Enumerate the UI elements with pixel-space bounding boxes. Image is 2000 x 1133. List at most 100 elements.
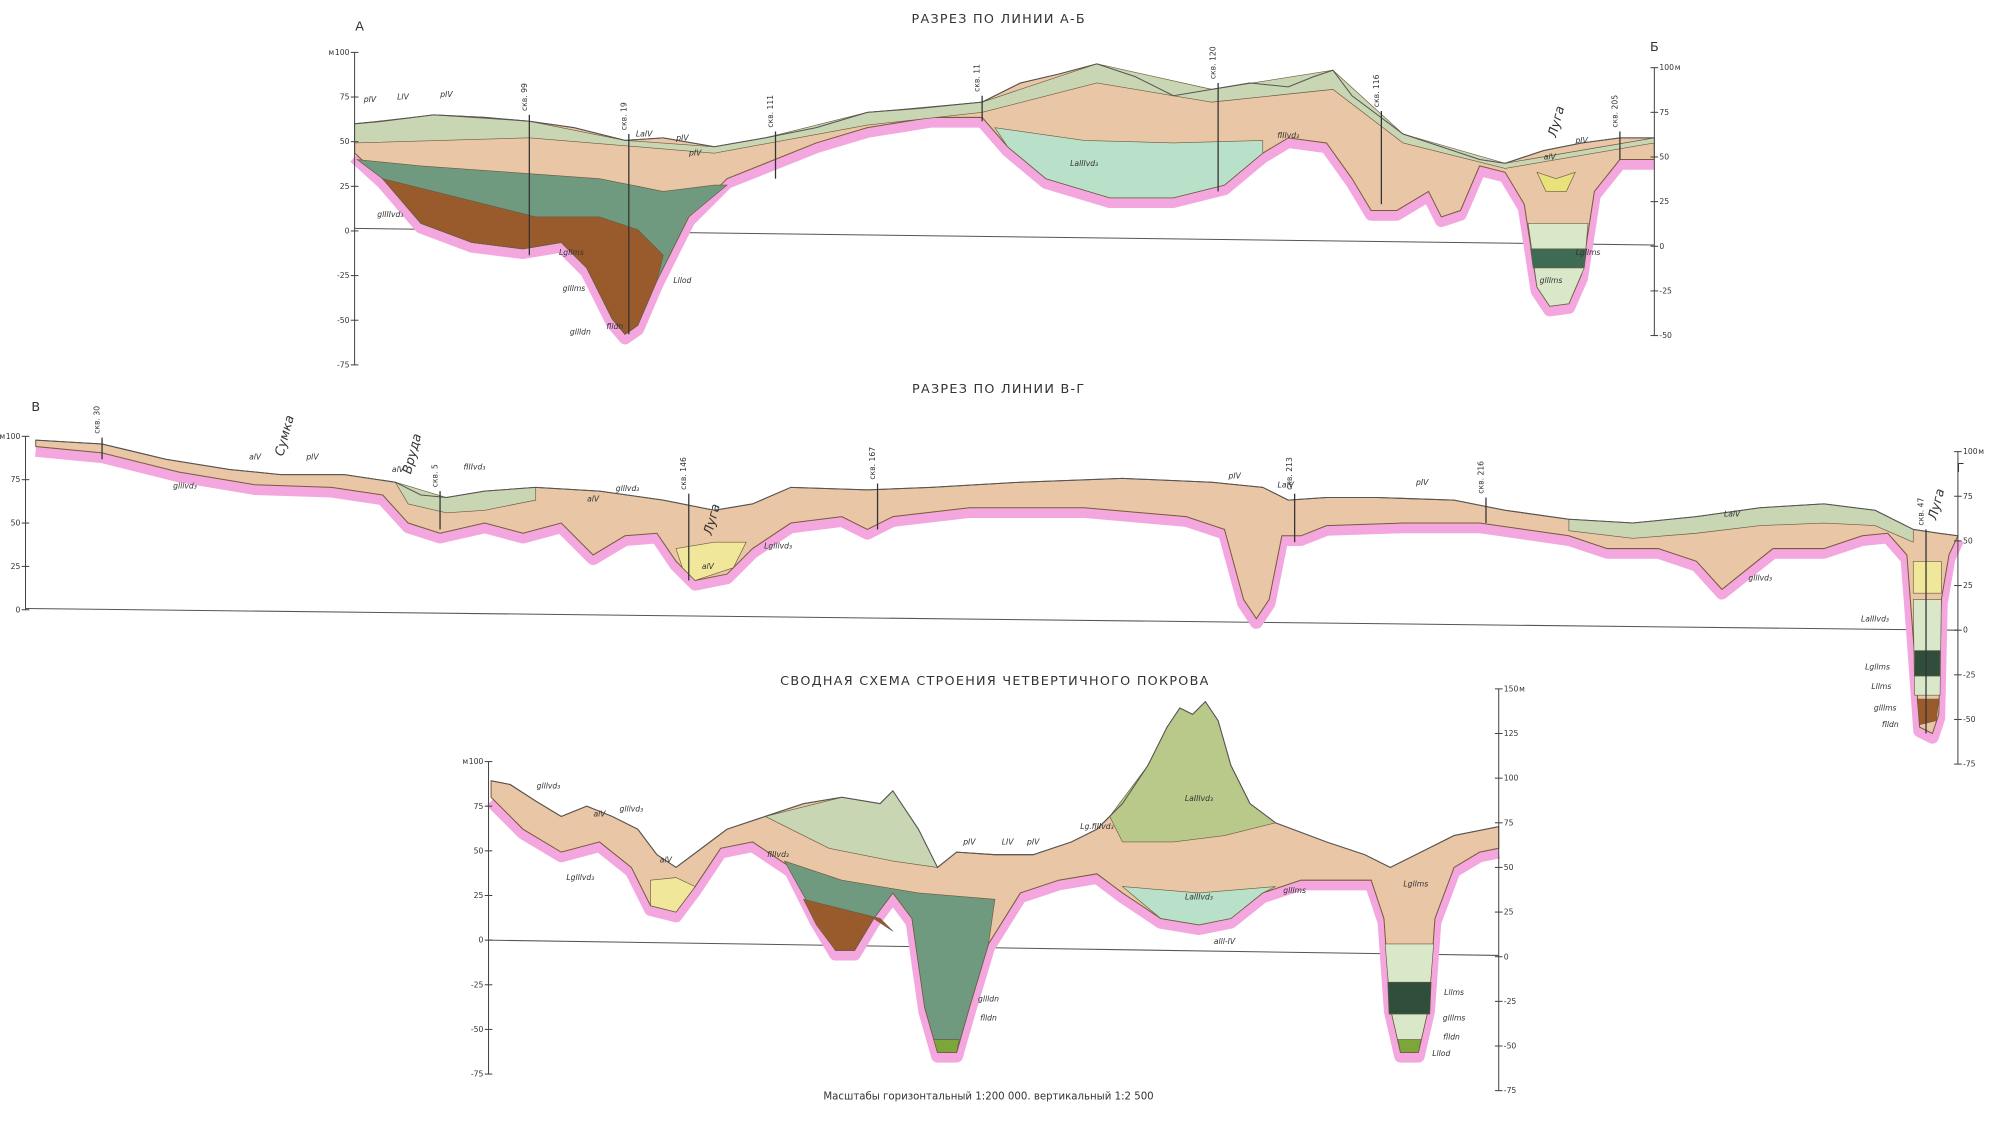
- axis-tick-label: 0: [479, 936, 484, 945]
- unit-label: pIV: [675, 133, 689, 142]
- footer: Масштабы горизонтальный 1:200 000. верти…: [823, 1092, 1153, 1103]
- borehole-label: скв. 47: [1916, 498, 1925, 526]
- unit-label: pIV: [962, 837, 976, 846]
- axis-tick-label: -75: [1963, 760, 1976, 769]
- geologic-layer: [1387, 981, 1432, 1015]
- axis-unit: м: [328, 48, 334, 57]
- axis-unit: м: [1978, 447, 1984, 456]
- base-boundary: [35, 443, 1964, 744]
- unit-label: Lgllms: [1403, 880, 1428, 889]
- unit-label: glllms: [563, 284, 586, 293]
- unit-label: LalV: [1724, 510, 1741, 519]
- axis-tick-label: -50: [1659, 331, 1672, 340]
- geologic-layer: [1121, 886, 1276, 926]
- geologic-layer: [994, 127, 1264, 199]
- surface-line: [354, 63, 1655, 164]
- axis-tick-label: -75: [471, 1070, 484, 1079]
- unit-label: glllvd₃: [1748, 573, 1772, 582]
- unit-label: pIV: [363, 95, 377, 104]
- unit-label: Lgllms: [1865, 663, 1890, 672]
- section: РАЗРЕЗ ПО ЛИНИИ В-ГВГ1007550250м10075502…: [0, 382, 1984, 769]
- axis-tick-label: 75: [340, 93, 350, 102]
- unit-label: alV: [660, 855, 673, 864]
- unit-label: LaIIIvd₃: [1185, 794, 1213, 803]
- axis-tick-label: 50: [1963, 536, 1973, 545]
- unit-label: glllvd₃: [537, 781, 561, 790]
- unit-label: glllvd₃: [173, 482, 197, 491]
- axis-tick-label: 0: [1504, 952, 1509, 961]
- axis-unit: м: [1675, 63, 1681, 72]
- unit-label: gllldn: [570, 327, 591, 336]
- geologic-layer: [650, 877, 696, 913]
- axis-tick-label: 50: [474, 846, 484, 855]
- axis-unit: м: [462, 757, 468, 766]
- axis-tick-label: 25: [1659, 197, 1669, 206]
- geologic-layer: [933, 1039, 960, 1053]
- axis-tick-label: 25: [340, 182, 350, 191]
- unit-label: LalIIvd₃: [1070, 159, 1098, 168]
- geologic-layer: [1536, 171, 1576, 192]
- river-label: Сумка: [273, 414, 298, 458]
- unit-label: LIV: [1002, 837, 1015, 846]
- unit-label: flldn: [606, 322, 623, 331]
- unit-label: pIV: [688, 149, 702, 158]
- unit-label: LaIV: [636, 130, 653, 139]
- unit-label: Lllod: [1432, 1049, 1450, 1058]
- axis-tick-label: 25: [474, 891, 484, 900]
- geologic-layer: [675, 541, 747, 581]
- geologic-layer: [802, 898, 894, 951]
- unit-label: gllldn: [978, 994, 999, 1003]
- axis-tick-label: -50: [471, 1025, 484, 1034]
- unit-label: glllms: [1874, 704, 1897, 713]
- unit-label: alV: [593, 809, 606, 818]
- borehole-label: скв. 111: [766, 95, 775, 128]
- unit-label: alll-IV: [1214, 937, 1236, 946]
- sea-level-line: [25, 607, 1958, 631]
- axis-tick-label: 25: [1963, 581, 1973, 590]
- unit-label: Lllod: [673, 276, 691, 285]
- unit-label: Lgllms: [559, 248, 584, 257]
- axis-tick-label: 0: [345, 227, 350, 236]
- unit-label: fIIIvd₃: [1277, 131, 1299, 140]
- axis-tick-label: -50: [337, 316, 350, 325]
- river-label: Луга: [1545, 104, 1568, 139]
- axis-tick-label: -75: [1504, 1086, 1517, 1095]
- axis-tick-label: -25: [337, 271, 350, 280]
- axis-tick-label: 0: [1963, 626, 1968, 635]
- unit-label: flldn: [1882, 720, 1899, 729]
- section: СВОДНАЯ СХЕМА СТРОЕНИЯ ЧЕТВЕРТИЧНОГО ПОК…: [462, 674, 1525, 1095]
- axis-tick-label: 100: [1659, 63, 1674, 72]
- borehole-label: скв. 120: [1209, 46, 1218, 79]
- axis-tick-label: 75: [11, 475, 21, 484]
- section-title: СВОДНАЯ СХЕМА СТРОЕНИЯ ЧЕТВЕРТИЧНОГО ПОК…: [780, 674, 1209, 689]
- corner-letter: В: [31, 400, 40, 415]
- unit-label: Lglllvd₃: [566, 873, 594, 882]
- unit-label: pIV: [1228, 471, 1242, 480]
- axis-tick-label: -25: [1504, 997, 1517, 1006]
- axis-tick-label: 100: [469, 757, 484, 766]
- axis-tick-label: 0: [16, 605, 21, 614]
- unit-label: glllvd₃: [616, 484, 640, 493]
- unit-label: glllms: [1540, 276, 1563, 285]
- unit-label: alV: [392, 465, 405, 474]
- axis-tick-label: -25: [471, 980, 484, 989]
- unit-label: LalV: [1278, 480, 1295, 489]
- geologic-layer: [1912, 599, 1942, 696]
- axis-tick-label: 150: [1504, 684, 1519, 693]
- corner-letter: А: [355, 20, 364, 35]
- axis-tick-label: 100: [335, 48, 350, 57]
- unit-label: pIV: [1415, 478, 1429, 487]
- borehole-label: скв. 216: [1476, 461, 1485, 494]
- borehole-label: скв. 30: [92, 406, 101, 434]
- borehole-label: скв. 99: [520, 83, 529, 111]
- unit-label: pIV: [439, 90, 453, 99]
- unit-label: LalIIvd₃: [1185, 892, 1213, 901]
- borehole-label: скв. 116: [1372, 74, 1381, 107]
- surface-line: [490, 700, 1499, 869]
- unit-label: glllvd₃: [620, 804, 644, 813]
- base-boundary: [350, 114, 1655, 345]
- borehole-label: скв. 5: [431, 464, 440, 487]
- unit-label: Lllms: [1871, 682, 1891, 691]
- unit-label: alV: [587, 494, 600, 503]
- axis-unit: м: [1519, 684, 1525, 693]
